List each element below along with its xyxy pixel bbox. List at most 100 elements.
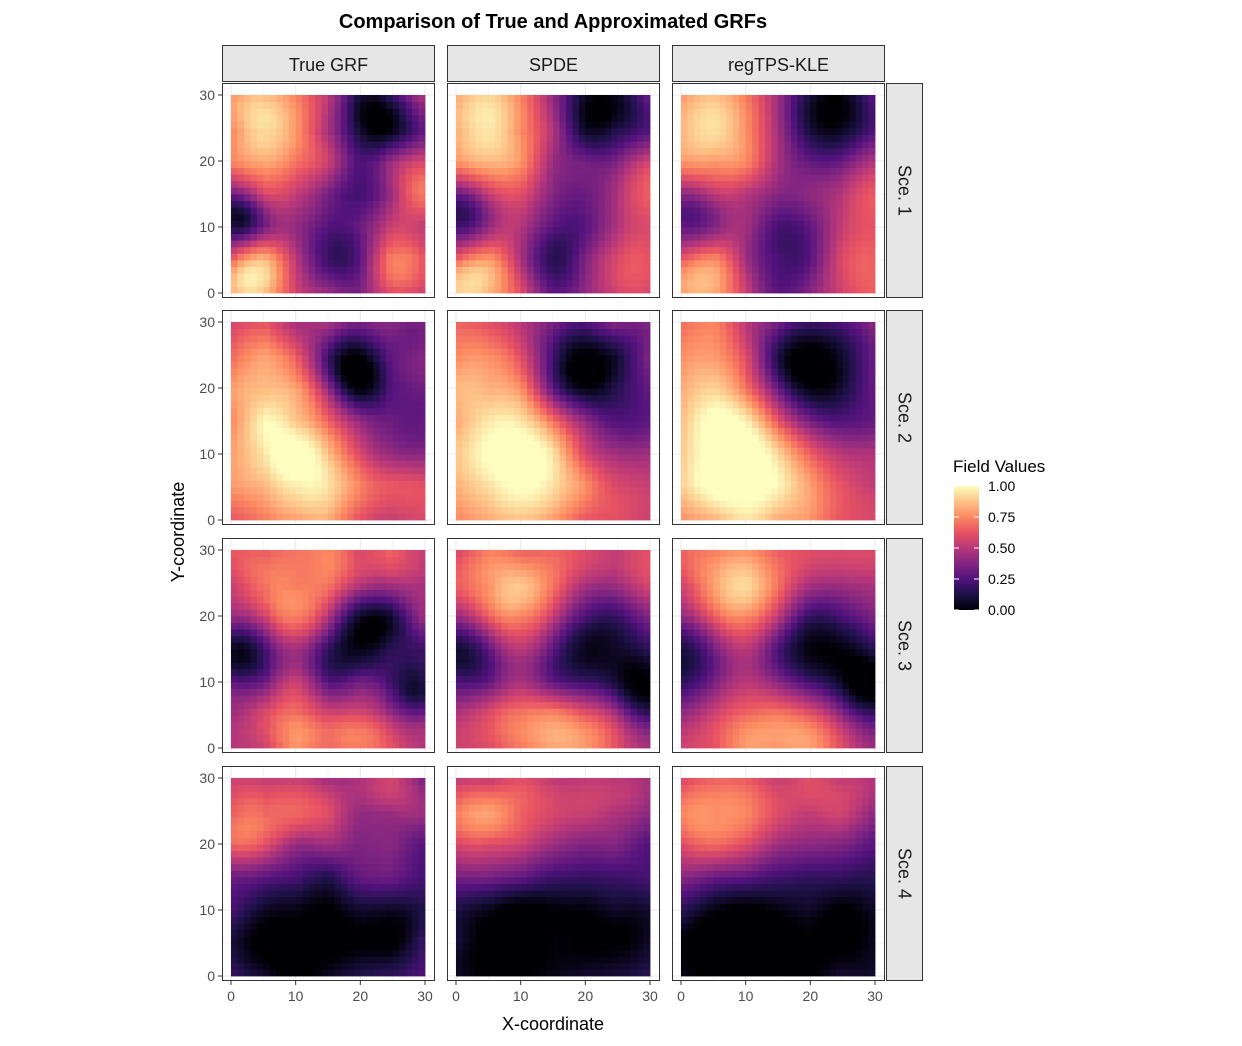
heatmap-cell: [784, 447, 792, 455]
heatmap-cell: [823, 253, 831, 261]
heatmap-cell: [231, 348, 238, 356]
heatmap-cell: [565, 487, 573, 494]
heatmap-cell: [386, 260, 394, 267]
heatmap-cell: [468, 134, 476, 142]
heatmap-cell: [243, 273, 251, 281]
heatmap-cell: [836, 121, 844, 129]
heatmap-cell: [418, 253, 426, 261]
heatmap-cell: [501, 335, 509, 343]
heatmap-cell: [315, 500, 322, 508]
heatmap-cell: [520, 253, 528, 261]
heatmap-cell: [553, 447, 560, 455]
heatmap-cell: [481, 434, 489, 442]
heatmap-cell: [412, 273, 419, 281]
heatmap-cell: [823, 460, 831, 468]
heatmap-cell: [706, 128, 714, 135]
heatmap-cell: [405, 95, 413, 102]
heatmap-cell: [598, 260, 606, 267]
heatmap-cell: [771, 174, 779, 182]
heatmap-cell: [829, 187, 837, 195]
heatmap-cell: [637, 467, 644, 475]
heatmap-cell: [456, 101, 463, 109]
heatmap-cell: [308, 335, 316, 343]
heatmap-cell: [836, 227, 844, 234]
heatmap-cell: [572, 460, 580, 468]
heatmap-cell: [823, 108, 831, 116]
heatmap-cell: [501, 141, 509, 149]
heatmap-cell: [630, 167, 638, 175]
heatmap-cell: [784, 154, 792, 162]
heatmap-cell: [765, 227, 772, 234]
heatmap-cell: [302, 108, 309, 116]
heatmap-cell: [868, 260, 876, 267]
heatmap-cell: [797, 440, 805, 448]
heatmap-cell: [340, 355, 348, 362]
heatmap-cell: [418, 246, 426, 254]
heatmap-cell: [553, 355, 560, 362]
heatmap-cell: [282, 401, 290, 409]
heatmap-cell: [340, 266, 348, 274]
heatmap-cell: [481, 174, 489, 182]
heatmap-cell: [553, 487, 560, 494]
heatmap-cell: [418, 513, 426, 521]
heatmap-cell: [282, 108, 290, 116]
heatmap-cell: [250, 421, 258, 428]
heatmap-cell: [681, 227, 688, 234]
heatmap-cell: [405, 513, 413, 521]
heatmap-cell: [598, 114, 606, 122]
heatmap-cell: [334, 141, 342, 149]
heatmap-cell: [572, 134, 580, 142]
heatmap-cell: [379, 487, 387, 494]
heatmap-cell: [624, 260, 631, 267]
heatmap-cell: [520, 108, 528, 116]
heatmap-cell: [624, 335, 631, 343]
heatmap-cell: [347, 427, 355, 435]
heatmap-cell: [810, 213, 818, 221]
heatmap-cell: [585, 260, 593, 267]
heatmap-cell: [823, 273, 831, 281]
heatmap-cell: [250, 200, 258, 208]
heatmap-cell: [842, 167, 850, 175]
heatmap-cell: [295, 180, 303, 188]
heatmap-cell: [366, 187, 374, 195]
heatmap-cell: [412, 427, 419, 435]
heatmap-cell: [527, 480, 534, 488]
heatmap-cell: [732, 487, 740, 494]
heatmap-cell: [507, 187, 515, 195]
heatmap-cell: [591, 180, 599, 188]
heatmap-cell: [693, 134, 701, 142]
heatmap-cell: [302, 335, 309, 343]
heatmap-cell: [501, 227, 509, 234]
heatmap-cell: [243, 480, 251, 488]
heatmap-cell: [366, 253, 374, 261]
heatmap-cell: [565, 141, 573, 149]
heatmap-cell: [559, 493, 567, 501]
heatmap-cell: [386, 388, 394, 395]
heatmap-cell: [719, 95, 727, 102]
heatmap-cell: [585, 286, 593, 294]
heatmap-cell: [418, 328, 426, 336]
heatmap-cell: [507, 487, 515, 494]
heatmap-cell: [231, 286, 238, 294]
heatmap-cell: [797, 213, 805, 221]
heatmap-cell: [591, 260, 599, 267]
heatmap-cell: [340, 348, 348, 356]
heatmap-cell: [598, 180, 606, 188]
heatmap-cell: [617, 174, 625, 182]
heatmap-cell: [745, 506, 753, 514]
heatmap-cell: [706, 500, 714, 508]
heatmap-cell: [456, 480, 463, 488]
heatmap-cell: [790, 187, 798, 195]
heatmap-cell: [540, 207, 547, 215]
heatmap-cell: [269, 335, 277, 343]
heatmap-cell: [578, 266, 586, 274]
heatmap-cell: [392, 147, 400, 155]
heatmap-cell: [546, 427, 554, 435]
heatmap-cell: [546, 454, 554, 461]
heatmap-cell: [295, 95, 303, 102]
heatmap-cell: [784, 227, 792, 234]
heatmap-cell: [745, 147, 753, 155]
heatmap-cell: [488, 460, 496, 468]
heatmap-cell: [578, 128, 586, 135]
heatmap-cell: [295, 454, 303, 461]
